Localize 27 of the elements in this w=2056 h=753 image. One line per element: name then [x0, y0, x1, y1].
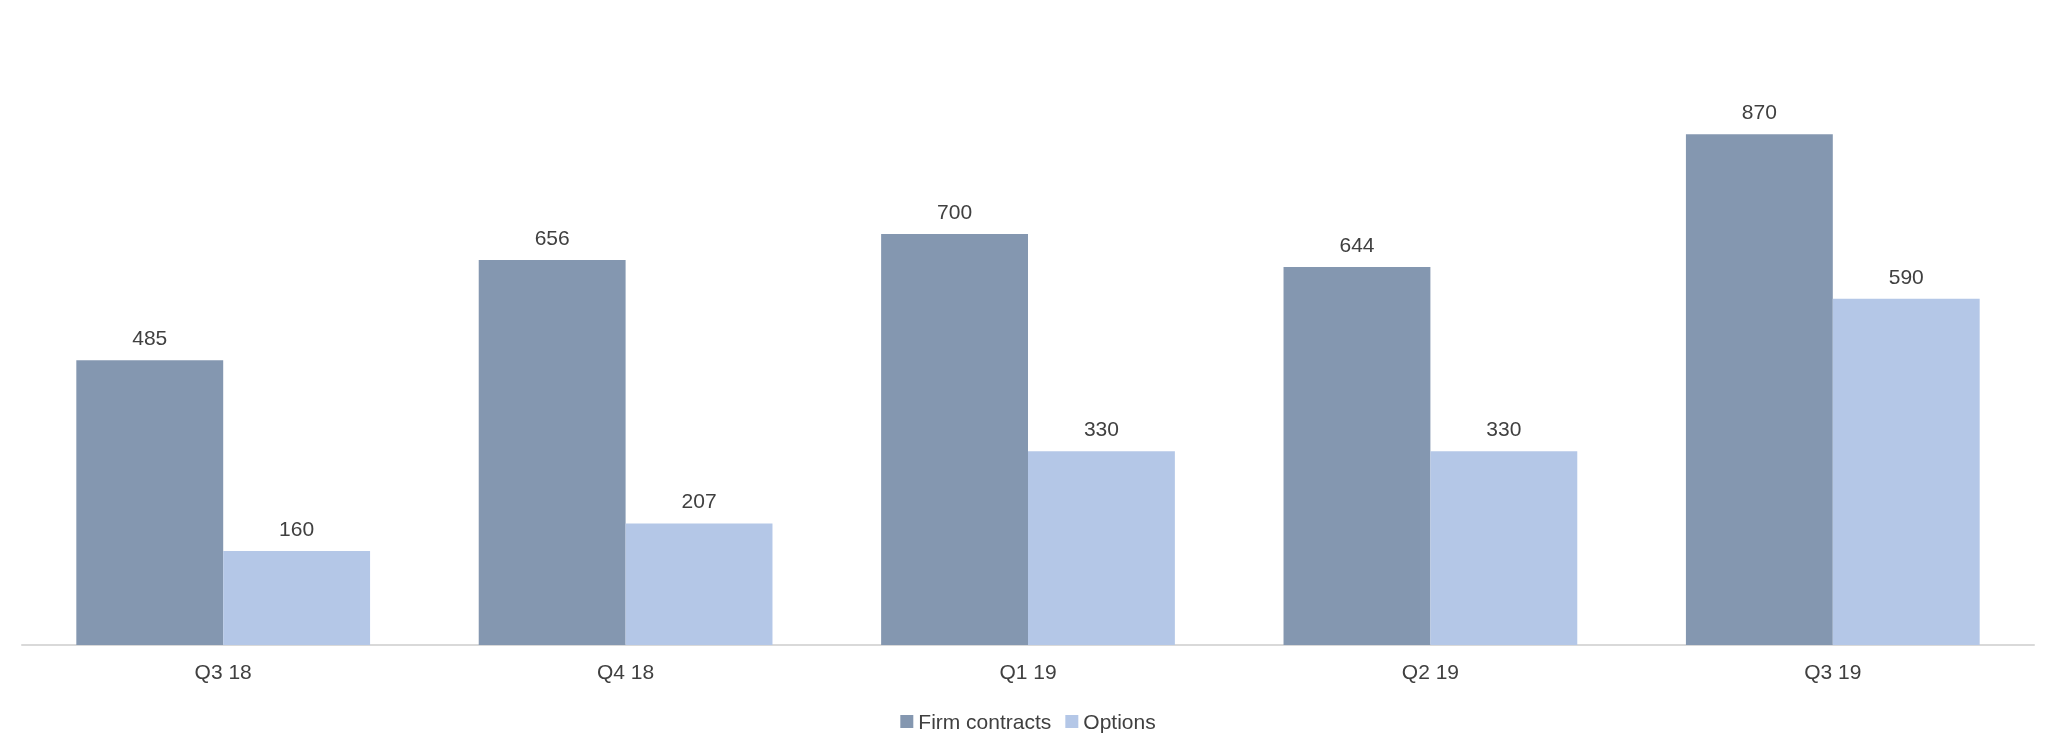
bar [1685, 134, 1833, 645]
data-label: 330 [1083, 417, 1119, 441]
bar [1028, 451, 1175, 645]
bar [1283, 266, 1431, 645]
data-label: 160 [279, 517, 315, 541]
data-label: 485 [132, 326, 168, 350]
data-label: 330 [1486, 417, 1522, 441]
data-label: 207 [681, 489, 717, 513]
bar [1832, 298, 1980, 645]
x-tick-label: Q2 19 [1401, 660, 1460, 683]
bar [223, 551, 371, 645]
data-label: 870 [1741, 100, 1777, 124]
x-tick-label: Q3 18 [194, 660, 252, 683]
bar [1430, 451, 1578, 645]
bar [76, 360, 224, 645]
x-tick-label: Q3 19 [1804, 660, 1862, 683]
legend-label: Firm contracts [918, 710, 1052, 733]
data-label: 656 [534, 225, 570, 249]
data-label: 644 [1339, 232, 1375, 256]
bar [625, 523, 773, 645]
data-label: 590 [1888, 264, 1924, 288]
x-tick-label: Q1 19 [999, 660, 1057, 683]
bar [881, 234, 1028, 645]
bar [478, 259, 626, 645]
legend-label: Options [1083, 710, 1156, 733]
data-label: 700 [937, 200, 973, 224]
x-tick-label: Q4 18 [596, 660, 655, 683]
